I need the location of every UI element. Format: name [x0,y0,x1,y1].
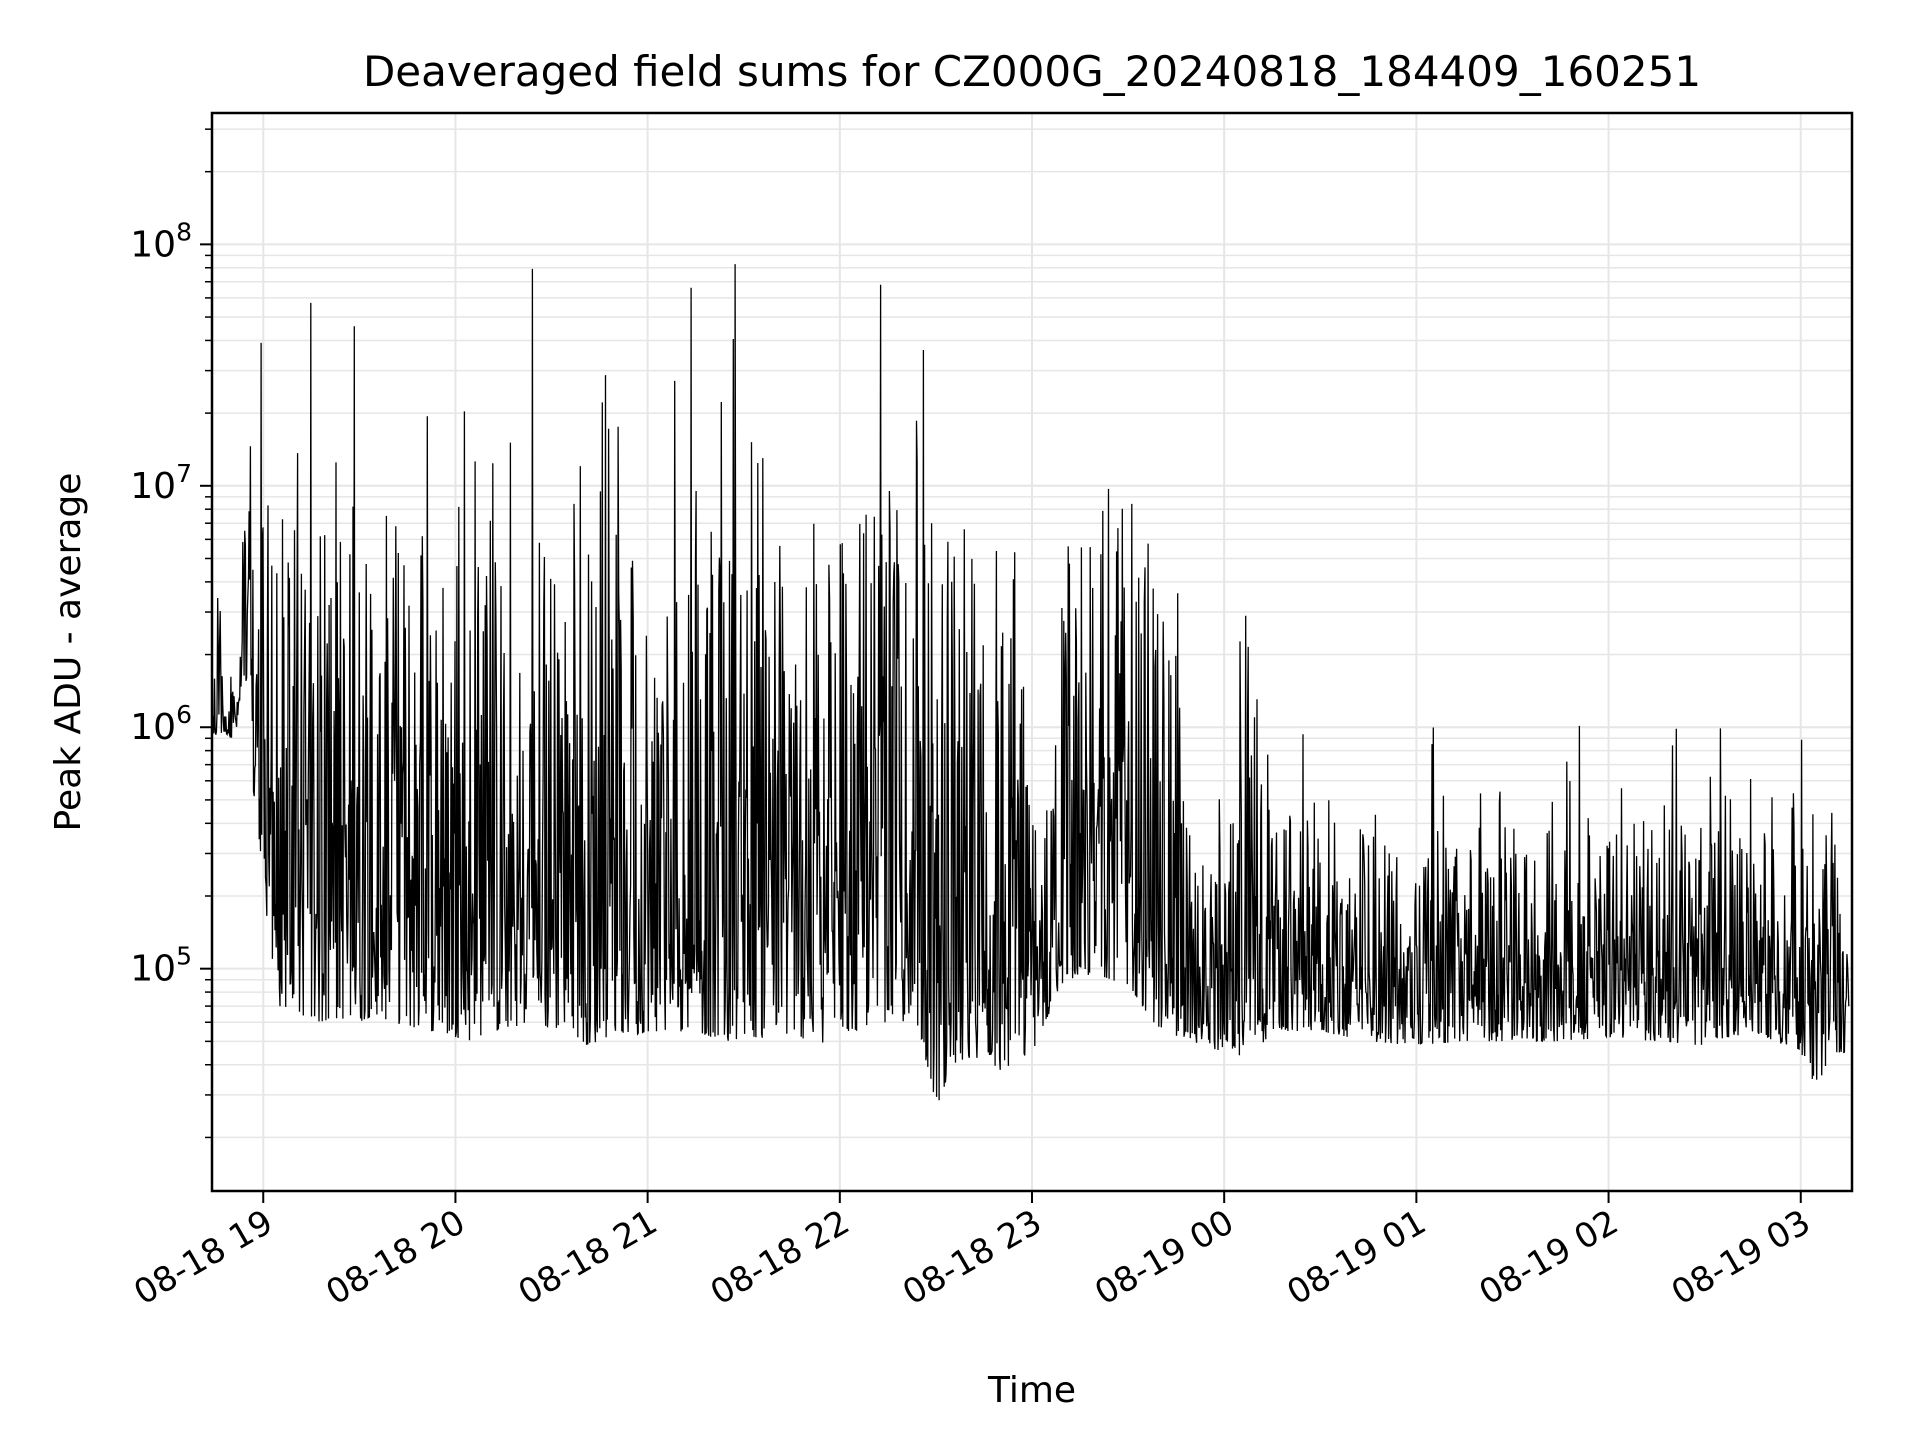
y-tick-label: 106 [130,700,192,748]
y-axis-label: Peak ADU - average [48,473,89,832]
y-tick-label: 107 [130,459,192,507]
series-line [211,264,1850,1101]
series-layer [211,264,1850,1101]
y-axis: 105 106 107 108 [130,128,212,1139]
y-tick-label: 105 [130,942,192,990]
y-tick-label: 108 [130,217,192,265]
chart-title: Deaveraged field sums for CZ000G_2024081… [363,47,1701,96]
x-axis-label: Time [987,1370,1076,1411]
